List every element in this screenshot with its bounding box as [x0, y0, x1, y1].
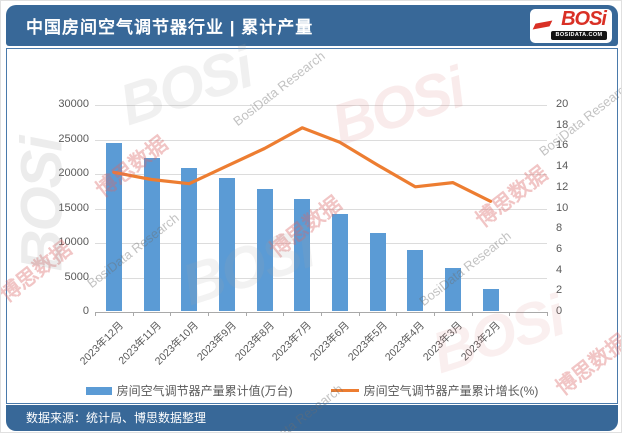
x-axis-tick: [547, 312, 548, 316]
x-axis-tick: [321, 312, 322, 316]
x-axis-tick: [434, 312, 435, 316]
gridline-25000: [95, 139, 547, 141]
right-axis-tick-4: 4: [556, 263, 563, 276]
right-axis-tick-18: 18: [556, 118, 569, 131]
right-axis-tick-12: 12: [556, 180, 569, 193]
bar-2023年7月: [294, 199, 311, 311]
x-axis-tick: [132, 312, 134, 316]
legend: 房间空气调节器产量累计值(万台) 房间空气调节器产量累计增长(%): [7, 382, 617, 399]
logo-stripe-icon: [532, 20, 553, 30]
x-axis-tick: [471, 312, 473, 316]
gridline-20000: [95, 174, 547, 175]
gridline-5000: [95, 277, 547, 279]
x-axis-tick: [170, 312, 172, 316]
x-axis-tick: [245, 312, 247, 316]
growth-line: [112, 126, 493, 203]
bar-2023年3月: [444, 267, 461, 311]
right-axis-tick-2: 2: [556, 284, 563, 297]
right-axis-tick-16: 16: [556, 139, 569, 152]
left-axis-tick-5000: 5000: [64, 270, 89, 283]
legend-label-bars: 房间空气调节器产量累计值(万台): [116, 384, 293, 398]
left-axis-tick-0: 0: [82, 305, 89, 317]
x-axis-tick: [283, 312, 285, 316]
legend-label-line: 房间空气调节器产量累计增长(%): [363, 384, 539, 398]
x-axis-tick: [396, 312, 398, 316]
header-bar: 中国房间空气调节器行业 | 累计产量 BOSi BOSIDATA.COM: [6, 5, 618, 46]
gridline-30000: [95, 105, 547, 106]
bar-2023年10月: [181, 168, 198, 311]
bar-2023年12月: [105, 142, 122, 311]
chart-container: 0 5000 10000 15000 20000 25000 30000 0 2 4 6 8 10 12…: [6, 48, 618, 404]
right-axis-tick-20: 20: [556, 98, 569, 110]
logo-text: BOSi: [561, 8, 607, 30]
bar-2023年4月: [407, 249, 424, 311]
left-axis-tick-15000: 15000: [58, 201, 89, 214]
x-axis-tick: [358, 312, 360, 316]
bar-2023年8月: [256, 188, 273, 311]
right-axis-tick-10: 10: [556, 201, 569, 214]
right-axis-tick-14: 14: [556, 160, 569, 173]
bar-2023年2月: [482, 289, 499, 311]
bar-2023年6月: [331, 213, 348, 311]
plot-area: [95, 105, 547, 313]
bar-swatch-icon: [85, 386, 112, 395]
left-axis-tick-10000: 10000: [58, 236, 89, 248]
bar-2023年9月: [218, 177, 235, 311]
footer-bar: 数据来源：统计局、博思数据整理: [6, 405, 618, 431]
bar-2023年11月: [143, 157, 160, 311]
right-axis-tick-6: 6: [556, 242, 563, 255]
gridline-10000: [95, 243, 547, 244]
left-axis-tick-20000: 20000: [58, 167, 89, 179]
left-axis-tick-25000: 25000: [58, 132, 89, 145]
bar-2023年5月: [369, 232, 386, 311]
bosi-logo: BOSi BOSIDATA.COM: [530, 8, 612, 43]
data-source-text: 数据来源：统计局、博思数据整理: [26, 411, 207, 425]
right-axis-tick-8: 8: [556, 222, 563, 235]
x-axis-tick: [208, 312, 209, 316]
logo-domain: BOSIDATA.COM: [551, 31, 607, 40]
gridline-15000: [95, 208, 547, 210]
legend-item-line: 房间空气调节器产量累计增长(%): [330, 382, 539, 399]
legend-item-bars: 房间空气调节器产量累计值(万台): [85, 382, 293, 399]
x-axis-tick: [95, 312, 96, 316]
right-axis-tick-0: 0: [556, 305, 563, 317]
x-axis-tick: [509, 312, 511, 316]
line-swatch-icon: [330, 388, 359, 393]
page-title: 中国房间空气调节器行业 | 累计产量: [26, 18, 314, 37]
left-axis-tick-30000: 30000: [58, 98, 89, 110]
